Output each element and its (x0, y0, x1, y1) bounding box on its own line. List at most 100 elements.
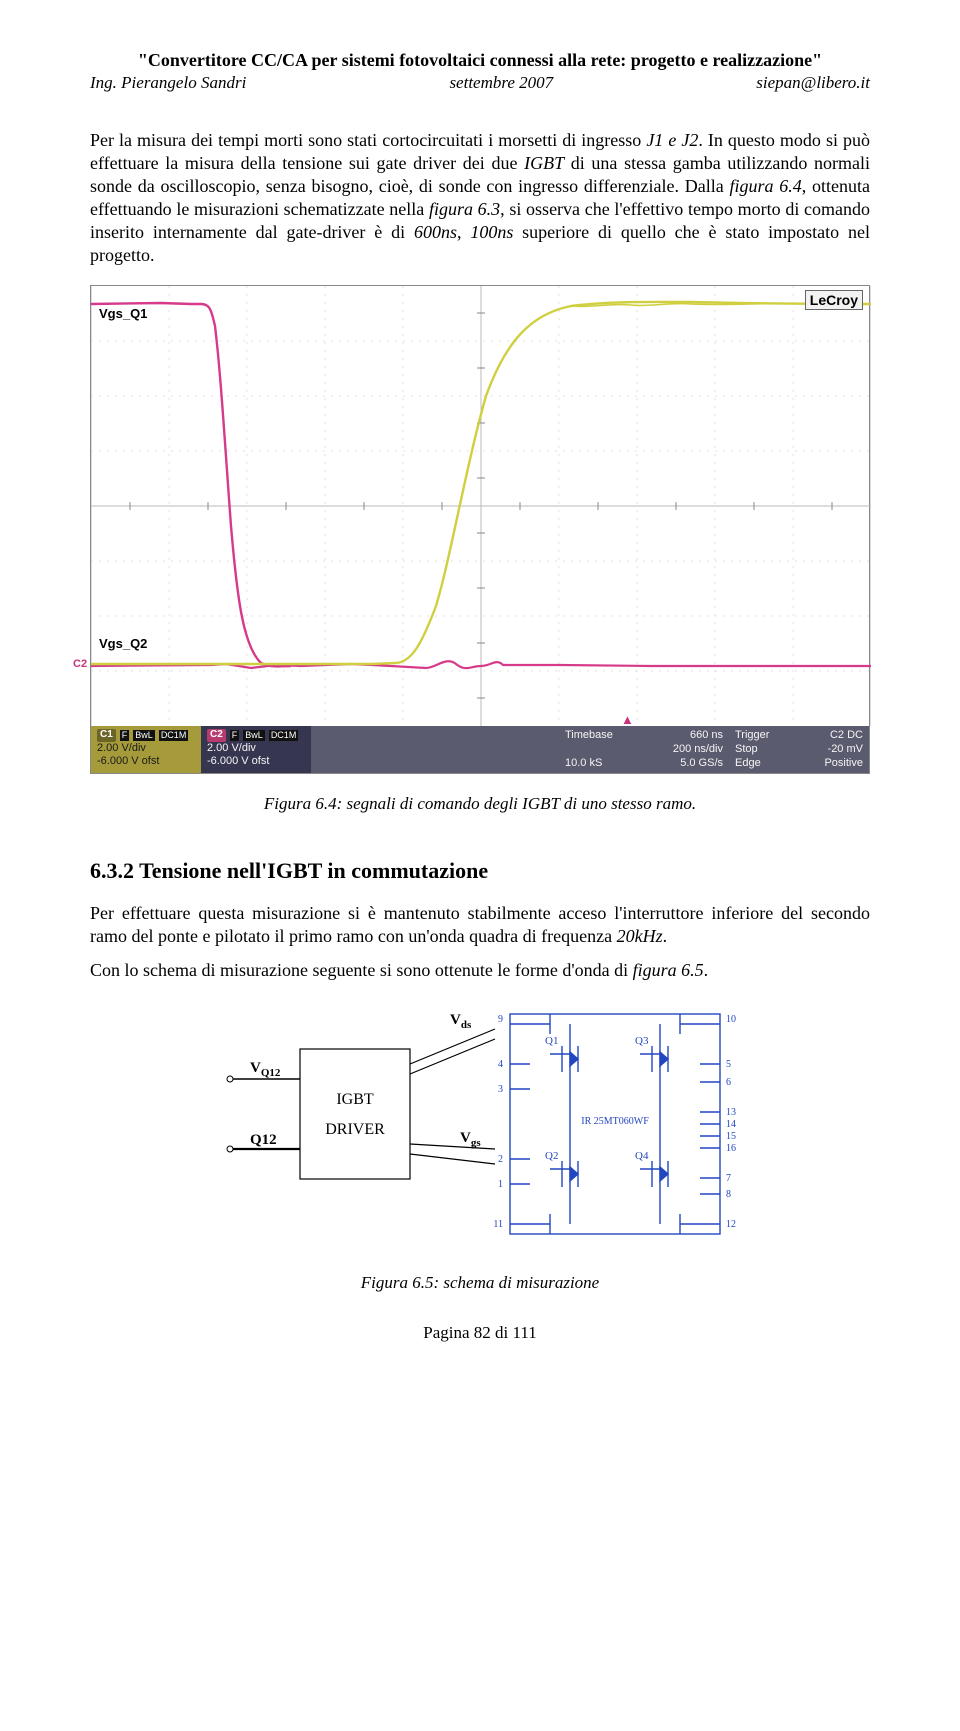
scope-panel-c1: C1 F BwL DC1M 2.00 V/div -6.000 V ofst (91, 726, 201, 773)
c2-axis-marker: C2 (73, 658, 87, 670)
igbt-q4 (640, 1161, 668, 1187)
c2-tag-bwl: BwL (243, 730, 265, 741)
p2-freq: 20kHz (617, 926, 663, 946)
q12-label: Q12 (250, 1132, 277, 1148)
paragraph-1: Per la misura dei tempi morti sono stati… (90, 129, 870, 267)
pin-3: 3 (498, 1084, 503, 1095)
trg-l2b: Positive (824, 757, 863, 771)
scope-panel-trigger: Trigger C2 DC Stop -20 mV Edge Positive (729, 726, 869, 773)
tb-title: Timebase (565, 729, 613, 743)
igbt-q3 (640, 1046, 668, 1072)
pin-6: 6 (726, 1077, 731, 1088)
doc-email: siepan@libero.it (756, 73, 870, 93)
figure-6-5-caption: Figura 6.5: schema di misurazione (90, 1273, 870, 1293)
pin-8: 8 (726, 1189, 731, 1200)
pin-4: 4 (498, 1059, 503, 1070)
p2-text-b: . (663, 926, 668, 946)
c1-tag-f: F (120, 730, 130, 741)
c1-badge: C1 (97, 729, 116, 742)
scope-svg (91, 286, 871, 726)
p3-text-b: . (704, 960, 709, 980)
pin-1: 1 (498, 1179, 503, 1190)
trg-l2a: Edge (735, 757, 761, 771)
trg-title: Trigger (735, 729, 769, 743)
doc-author: Ing. Pierangelo Sandri (90, 73, 246, 93)
c2-ofst: -6.000 V ofst (207, 755, 305, 769)
p2-text-a: Per effettuare questa misurazione si è m… (90, 903, 870, 946)
doc-title: "Convertitore CC/CA per sistemi fotovolt… (90, 50, 870, 71)
igbt-q1 (550, 1046, 578, 1072)
pin-14: 14 (726, 1119, 736, 1130)
vds-label: Vds (450, 1012, 472, 1031)
scope-chart: LeCroy Vgs_Q1 Vgs_Q2 C2 ▲ (90, 285, 870, 774)
p3-text-a: Con lo schema di misurazione seguente si… (90, 960, 633, 980)
driver-text-2: DRIVER (325, 1121, 385, 1138)
page-footer: Pagina 82 di 111 (90, 1323, 870, 1343)
p1-j1j2: J1 e J2 (646, 130, 698, 150)
tb-right: 660 ns (690, 729, 723, 743)
trigger-marker-icon: ▲ (621, 712, 634, 728)
c1-tag-bwl: BwL (133, 730, 155, 741)
paragraph-3: Con lo schema di misurazione seguente si… (90, 959, 870, 982)
vgs-label: Vgs (460, 1130, 481, 1149)
doc-header-row: Ing. Pierangelo Sandri settembre 2007 si… (90, 73, 870, 93)
p1-100ns: 100ns (470, 222, 513, 242)
part-label: IR 25MT060WF (581, 1116, 649, 1127)
pin-13: 13 (726, 1107, 736, 1118)
q1-label: Q1 (545, 1035, 558, 1047)
pin-5: 5 (726, 1059, 731, 1070)
p3-fig65: figura 6.5 (633, 960, 704, 980)
pin-15: 15 (726, 1131, 736, 1142)
trg-l1b: -20 mV (828, 743, 863, 757)
driver-box (300, 1049, 410, 1179)
pin-11: 11 (493, 1219, 503, 1230)
doc-date: settembre 2007 (449, 73, 553, 93)
c2-badge: C2 (207, 729, 226, 742)
figure-6-4-caption: Figura 6.4: segnali di comando degli IGB… (90, 794, 870, 814)
tb-l2b: 5.0 GS/s (680, 757, 723, 771)
p1-text-a: Per la misura dei tempi morti sono stati… (90, 130, 646, 150)
pin-2: 2 (498, 1154, 503, 1165)
trg-l1a: Stop (735, 743, 758, 757)
c2-tag-dc: DC1M (269, 730, 299, 741)
q3-label: Q3 (635, 1035, 649, 1047)
scope-footer: C1 F BwL DC1M 2.00 V/div -6.000 V ofst C… (91, 726, 869, 773)
pin-9: 9 (498, 1014, 503, 1025)
section-6-3-2-heading: 6.3.2 Tensione nell'IGBT in commutazione (90, 858, 870, 884)
p1-igbt: IGBT (524, 153, 564, 173)
pin-12: 12 (726, 1219, 736, 1230)
trg-right: C2 DC (830, 729, 863, 743)
scope-panel-c2: C2 F BwL DC1M 2.00 V/div -6.000 V ofst (201, 726, 311, 773)
p1-fig64: figura 6.4 (730, 176, 802, 196)
scope-panel-spacer (311, 726, 559, 773)
schematic-svg: IGBT DRIVER VQ12 Q12 Vds Vgs (210, 994, 750, 1254)
q4-label: Q4 (635, 1150, 649, 1162)
q2-label: Q2 (545, 1150, 558, 1162)
trace-label-q2: Vgs_Q2 (97, 636, 149, 651)
pin-10: 10 (726, 1014, 736, 1025)
trace-q1-fall (91, 303, 291, 666)
scope-plot-area: LeCroy Vgs_Q1 Vgs_Q2 C2 ▲ (91, 286, 869, 726)
driver-text-1: IGBT (336, 1091, 374, 1108)
c2-tag-f: F (230, 730, 240, 741)
scope-grid (91, 286, 871, 726)
vq12-label: VQ12 (250, 1060, 281, 1079)
c1-vdiv: 2.00 V/div (97, 742, 195, 756)
trace-label-q1: Vgs_Q1 (97, 306, 149, 321)
paragraph-2: Per effettuare questa misurazione si è m… (90, 902, 870, 948)
tb-l1b: 200 ns/div (673, 743, 723, 757)
p1-600ns: 600ns (414, 222, 457, 242)
figure-6-5: IGBT DRIVER VQ12 Q12 Vds Vgs (210, 994, 750, 1259)
c2-vdiv: 2.00 V/div (207, 742, 305, 756)
igbt-q2 (550, 1161, 578, 1187)
p1-fig63: figura 6.3 (429, 199, 500, 219)
lecroy-badge: LeCroy (805, 290, 863, 310)
pin-16: 16 (726, 1143, 736, 1154)
pin-7: 7 (726, 1173, 731, 1184)
c1-ofst: -6.000 V ofst (97, 755, 195, 769)
c1-tag-dc: DC1M (159, 730, 189, 741)
p1-text-f: , (457, 222, 470, 242)
scope-panel-timebase: Timebase 660 ns 200 ns/div 10.0 kS 5.0 GS/… (559, 726, 729, 773)
tb-l2a: 10.0 kS (565, 757, 602, 771)
figure-6-4: LeCroy Vgs_Q1 Vgs_Q2 C2 ▲ (90, 285, 870, 814)
